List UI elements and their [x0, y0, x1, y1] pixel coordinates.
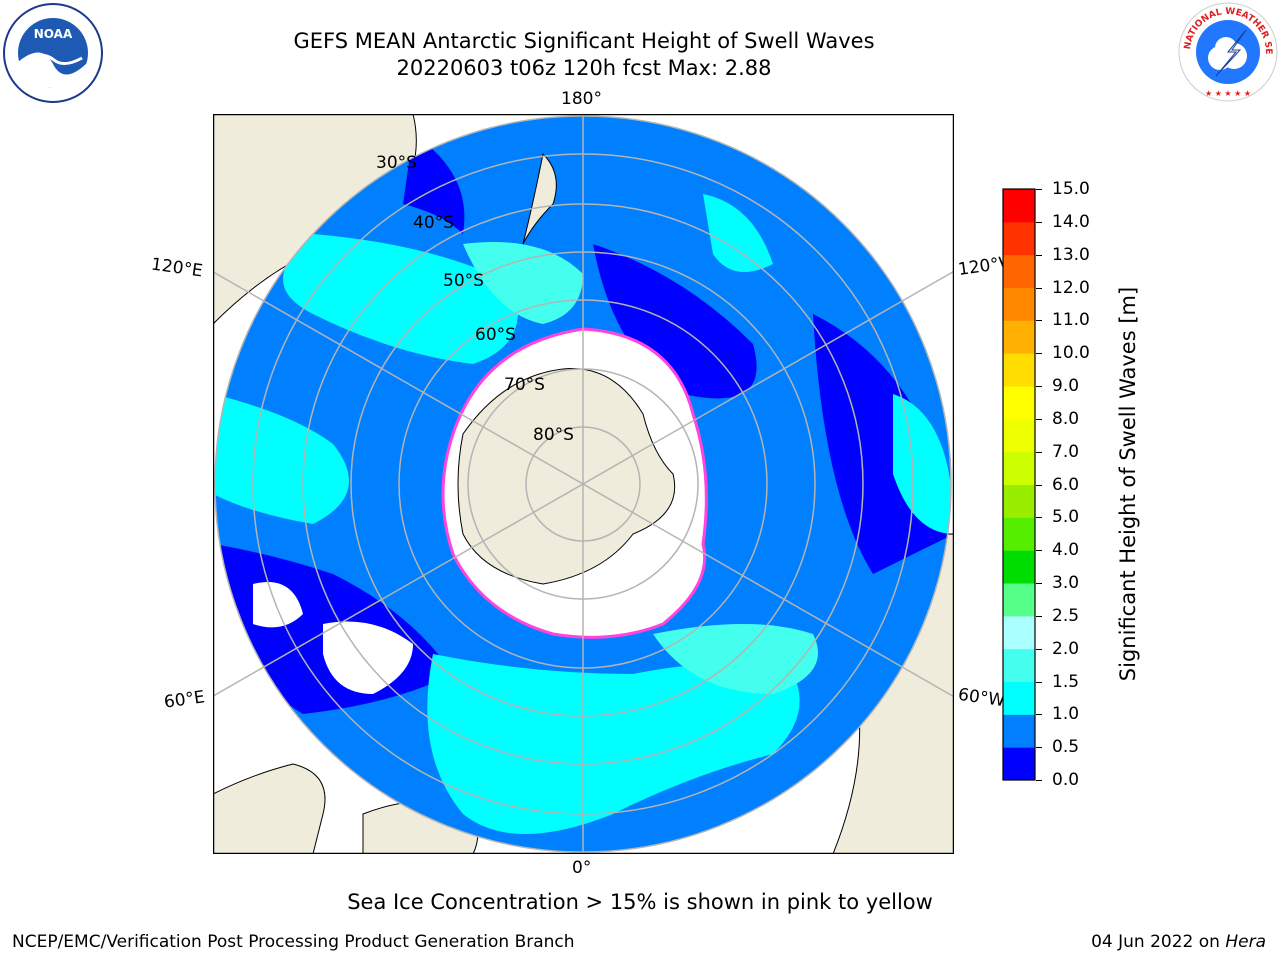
sea-ice-patch — [253, 582, 303, 628]
colorbar-segment — [1003, 254, 1035, 288]
africa-land — [213, 763, 326, 854]
colorbar-segment — [1003, 221, 1035, 256]
colorbar-tick-mark — [1036, 648, 1042, 650]
colorbar-tick-mark — [1036, 550, 1042, 552]
colorbar-tick-mark — [1036, 287, 1042, 289]
colorbar-segment — [1003, 583, 1035, 617]
colorbar-tick-label: 5.0 — [1052, 507, 1080, 528]
colorbar-tick-label: 15.0 — [1052, 179, 1090, 199]
lat-label-70: 70°S — [504, 375, 545, 395]
noaa-logo-text: NOAA — [34, 27, 73, 41]
colorbar-tick-mark — [1036, 484, 1042, 486]
colorbar-tick-label: 9.0 — [1052, 376, 1080, 396]
colorbar-tick-mark — [1036, 517, 1042, 519]
lat-label-40: 40°S — [413, 213, 454, 233]
colorbar-tick-mark — [1036, 714, 1042, 716]
colorbar-tick-label: 7.0 — [1052, 441, 1080, 462]
colorbar-tick-mark — [1036, 747, 1042, 749]
colorbar-tick-mark — [1036, 681, 1042, 683]
colorbar-tick-label: 12.0 — [1052, 277, 1090, 298]
sea-ice-patch — [323, 621, 413, 694]
swell-zone-low — [593, 244, 757, 399]
colorbar-segment — [1003, 320, 1035, 354]
swell-zone-mid — [703, 194, 773, 272]
sea-ice-note: Sea Ice Concentration > 15% is shown in … — [347, 890, 933, 914]
antarctica-land — [457, 368, 676, 585]
lat-label-50: 50°S — [443, 271, 484, 291]
colorbar-tick-label: 10.0 — [1052, 343, 1090, 364]
colorbar-tick-mark — [1036, 221, 1042, 223]
graticule — [213, 114, 954, 854]
colorbar-tick-label: 6.0 — [1052, 474, 1080, 495]
colorbar-tick-mark — [1036, 615, 1042, 617]
swell-zone-mid — [427, 654, 800, 834]
colorbar-tick-mark — [1036, 780, 1042, 781]
lon-label-60w: 60°W — [956, 684, 1007, 712]
colorbar-tick-label: 3.0 — [1052, 573, 1080, 593]
colorbar-segment — [1003, 550, 1035, 584]
colorbar-tick-label: 1.0 — [1052, 704, 1080, 725]
noaa-logo: NOAA — [2, 2, 104, 108]
new-zealand-land — [522, 152, 557, 245]
colorbar-segment — [1003, 189, 1035, 223]
lon-label-60e: 60°E — [162, 687, 207, 713]
lat-label-60: 60°S — [475, 325, 516, 345]
colorbar-segment — [1003, 353, 1035, 387]
chart-title: GEFS MEAN Antarctic Significant Height o… — [293, 29, 875, 53]
colorbar-tick-mark — [1036, 386, 1042, 387]
swell-zone-mid — [215, 394, 349, 524]
lat-label-30: 30°S — [376, 153, 417, 173]
footer-credit: NCEP/EMC/Verification Post Processing Pr… — [12, 932, 575, 952]
lon-label-120e: 120°E — [149, 254, 204, 282]
polar-map: 30°S 40°S 50°S 60°S 70°S 80°S — [213, 114, 954, 854]
colorbar-tick-label: 11.0 — [1052, 310, 1090, 331]
colorbar-tick-label: 0.0 — [1052, 770, 1080, 790]
colorbar-tick-mark — [1036, 418, 1042, 420]
colorbar-segment — [1003, 714, 1035, 748]
svg-text:★ ★ ★ ★ ★: ★ ★ ★ ★ ★ — [1205, 89, 1251, 98]
colorbar-segment — [1003, 386, 1035, 420]
colorbar-tick-mark — [1036, 353, 1042, 355]
footer-date-text: 04 Jun 2022 on — [1091, 932, 1226, 952]
colorbar-segment — [1003, 517, 1035, 551]
footer-host: Hera — [1225, 932, 1266, 952]
colorbar-segment — [1003, 484, 1035, 518]
colorbar-segment — [1003, 747, 1035, 781]
colorbar-tick-label: 1.5 — [1052, 671, 1080, 692]
swell-zone-low — [403, 134, 465, 234]
colorbar-segment — [1003, 418, 1035, 453]
colorbar-label: Significant Height of Swell Waves [m] — [1116, 286, 1140, 682]
swell-zone-mid — [463, 242, 583, 324]
colorbar-segment — [1003, 451, 1035, 485]
colorbar-tick-mark — [1036, 189, 1042, 190]
colorbar-tick-mark — [1036, 254, 1042, 256]
colorbar-segment — [1003, 287, 1035, 321]
colorbar-segment — [1003, 681, 1035, 715]
colorbar — [1002, 188, 1036, 785]
swell-zone-mid — [283, 234, 518, 364]
colorbar-tick-mark — [1036, 583, 1042, 584]
colorbar-tick-label: 2.0 — [1052, 638, 1080, 659]
chart-subtitle: 20220603 t06z 120h fcst Max: 2.88 — [396, 56, 772, 80]
colorbar-tick-label: 13.0 — [1052, 244, 1090, 265]
colorbar-tick-label: 2.5 — [1052, 605, 1080, 626]
lat-label-80: 80°S — [533, 425, 574, 445]
colorbar-tick-mark — [1036, 451, 1042, 453]
colorbar-tick-label: 8.0 — [1052, 408, 1080, 429]
colorbar-tick-label: 14.0 — [1052, 211, 1090, 232]
lon-label-180: 180° — [561, 89, 602, 109]
colorbar-segment — [1003, 615, 1035, 650]
colorbar-tick-label: 4.0 — [1052, 540, 1080, 561]
colorbar-tick-label: 0.5 — [1052, 737, 1080, 758]
nws-logo: NATIONAL WEATHER SERVICE ★ ★ ★ ★ ★ — [1173, 0, 1280, 108]
colorbar-tick-mark — [1036, 320, 1042, 322]
lon-label-0: 0° — [572, 858, 592, 878]
colorbar-segment — [1003, 648, 1035, 682]
footer-date: 04 Jun 2022 on Hera — [1091, 932, 1266, 952]
